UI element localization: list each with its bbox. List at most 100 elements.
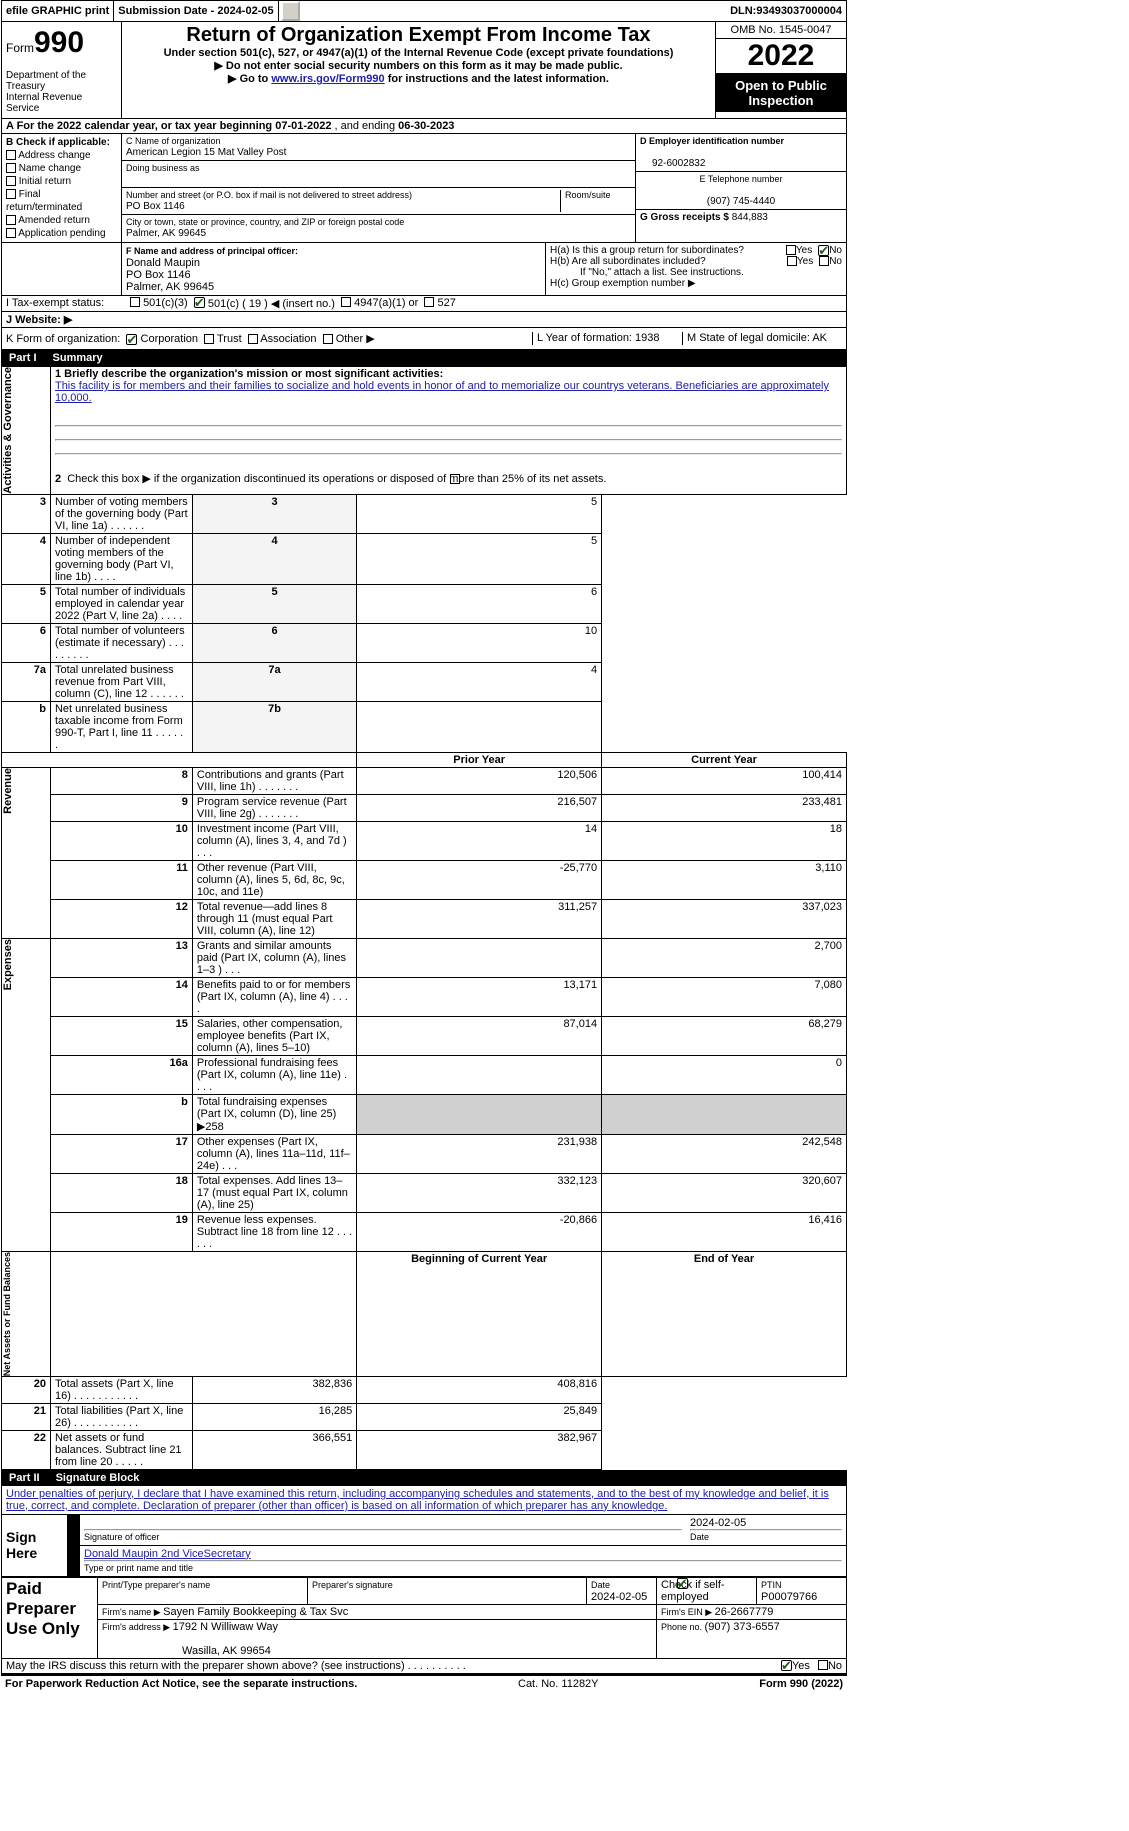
chk-4947[interactable] <box>341 297 351 307</box>
signature-decl: Under penalties of perjury, I declare th… <box>1 1486 847 1514</box>
ein-lbl: D Employer identification number <box>640 136 784 146</box>
part1-bar: Part I Summary <box>1 350 847 366</box>
dln-cell: DLN: 93493037000004 <box>726 1 846 21</box>
dept-treasury: Department of the Treasury Internal Reve… <box>6 70 117 114</box>
prior-value: 13,171 <box>357 977 602 1016</box>
line-text: Number of independent voting members of … <box>50 533 192 584</box>
line-klm: K Form of organization: Corporation Trus… <box>1 328 847 350</box>
chk-other[interactable] <box>323 334 333 344</box>
chk-self-emp[interactable] <box>677 1578 688 1589</box>
omb-number: OMB No. 1545-0047 <box>716 22 846 39</box>
line-value <box>357 701 602 752</box>
cat-no: Cat. No. 11282Y <box>357 1678 759 1690</box>
declaration-text[interactable]: Under penalties of perjury, I declare th… <box>6 1488 829 1512</box>
line-num: 21 <box>2 1403 51 1430</box>
hb-yes[interactable] <box>787 256 797 266</box>
prior-value: 231,938 <box>357 1134 602 1173</box>
header-center: Return of Organization Exempt From Incom… <box>122 22 716 118</box>
chk-527[interactable] <box>424 297 434 307</box>
form-title: Return of Organization Exempt From Incom… <box>128 24 709 47</box>
line-text: Professional fundraising fees (Part IX, … <box>192 1055 356 1094</box>
firm-addr: 1792 N Williwaw Way <box>173 1621 278 1633</box>
prior-value: 332,123 <box>357 1173 602 1212</box>
grey-cell <box>357 1094 602 1134</box>
sig-date: 2024-02-05 <box>690 1517 746 1529</box>
beg-value: 382,836 <box>192 1376 356 1403</box>
chk-501c[interactable] <box>194 297 205 308</box>
checkbox-final-return[interactable] <box>6 189 16 199</box>
i-lbl: I Tax-exempt status: <box>6 297 130 310</box>
chk-corp[interactable] <box>126 334 137 345</box>
discuss-yes[interactable] <box>781 1660 792 1671</box>
state-domicile: AK <box>812 332 827 344</box>
line-text: Other expenses (Part IX, column (A), lin… <box>192 1134 356 1173</box>
curr-value: 18 <box>602 821 847 860</box>
mission-text[interactable]: This facility is for members and their f… <box>55 380 829 404</box>
line-num: 11 <box>50 860 192 899</box>
hb-note: If "No," attach a list. See instructions… <box>550 267 842 278</box>
org-city: Palmer, AK 99645 <box>126 228 206 239</box>
prior-value: -20,866 <box>357 1212 602 1251</box>
line-text: Program service revenue (Part VIII, line… <box>192 794 356 821</box>
chk-assoc[interactable] <box>248 334 258 344</box>
officer-sig-name[interactable]: Donald Maupin 2nd ViceSecretary <box>84 1548 251 1560</box>
curr-value: 242,548 <box>602 1134 847 1173</box>
line-text: Salaries, other compensation, employee b… <box>192 1016 356 1055</box>
line-box: 5 <box>192 584 356 623</box>
beg-value: 366,551 <box>192 1430 356 1469</box>
prior-value: 14 <box>357 821 602 860</box>
line2-checkbox[interactable] <box>450 474 460 484</box>
curr-value: 2,700 <box>602 938 847 977</box>
line-text: Total revenue—add lines 8 through 11 (mu… <box>192 899 356 938</box>
line-num: 17 <box>50 1134 192 1173</box>
dba-lbl: Doing business as <box>126 163 200 173</box>
prior-value: 311,257 <box>357 899 602 938</box>
c-name-lbl: C Name of organization <box>126 136 221 146</box>
col-beginning: Beginning of Current Year <box>357 1251 602 1376</box>
prep-date: 2024-02-05 <box>591 1591 647 1603</box>
line-text: Total assets (Part X, line 16) . . . . .… <box>50 1376 192 1403</box>
checkbox-amended[interactable] <box>6 215 16 225</box>
header-right: OMB No. 1545-0047 2022 Open to Public In… <box>716 22 846 118</box>
ha-yes[interactable] <box>786 245 796 255</box>
line-num: 18 <box>50 1173 192 1212</box>
col-prior: Prior Year <box>357 752 602 767</box>
gross-lbl: G Gross receipts $ <box>640 212 732 223</box>
print-button[interactable] <box>281 1 300 21</box>
may-irs-discuss: May the IRS discuss this return with the… <box>1 1659 847 1674</box>
firm-name: Sayen Family Bookkeeping & Tax Svc <box>163 1606 348 1618</box>
line-num: 14 <box>50 977 192 1016</box>
grey-cell <box>602 1094 847 1134</box>
room-lbl: Room/suite <box>565 190 611 200</box>
part2-title: Signature Block <box>48 1470 148 1486</box>
line-box: 4 <box>192 533 356 584</box>
line-num: 3 <box>2 494 51 533</box>
header-left: Form990 Department of the Treasury Inter… <box>2 22 122 118</box>
line-text: Revenue less expenses. Subtract line 18 … <box>192 1212 356 1251</box>
sign-here: Sign Here <box>2 1514 68 1576</box>
ha-no[interactable] <box>818 245 829 256</box>
irs-link[interactable]: www.irs.gov/Form990 <box>271 73 384 85</box>
line-num: 4 <box>2 533 51 584</box>
summary-table: Activities & Governance 1 Briefly descri… <box>1 366 847 1470</box>
checkbox-name-change[interactable] <box>6 163 16 173</box>
curr-value: 68,279 <box>602 1016 847 1055</box>
prior-value: 216,507 <box>357 794 602 821</box>
end-value: 408,816 <box>357 1376 602 1403</box>
part1-label: Part I <box>1 350 45 366</box>
prior-value <box>357 938 602 977</box>
chk-trust[interactable] <box>204 334 214 344</box>
line-num: 5 <box>2 584 51 623</box>
chk-501c3[interactable] <box>130 297 140 307</box>
line-value: 5 <box>357 494 602 533</box>
checkbox-address-change[interactable] <box>6 150 16 160</box>
checkbox-application-pending[interactable] <box>6 228 16 238</box>
line-text: Grants and similar amounts paid (Part IX… <box>192 938 356 977</box>
line-value: 6 <box>357 584 602 623</box>
checkbox-initial-return[interactable] <box>6 176 16 186</box>
section-f: F Name and address of principal officer:… <box>122 243 546 295</box>
arrow-icon <box>68 1515 80 1545</box>
col-deg: D Employer identification number92-60028… <box>636 134 846 242</box>
discuss-no[interactable] <box>818 1660 828 1670</box>
footer: For Paperwork Reduction Act Notice, see … <box>1 1674 847 1692</box>
